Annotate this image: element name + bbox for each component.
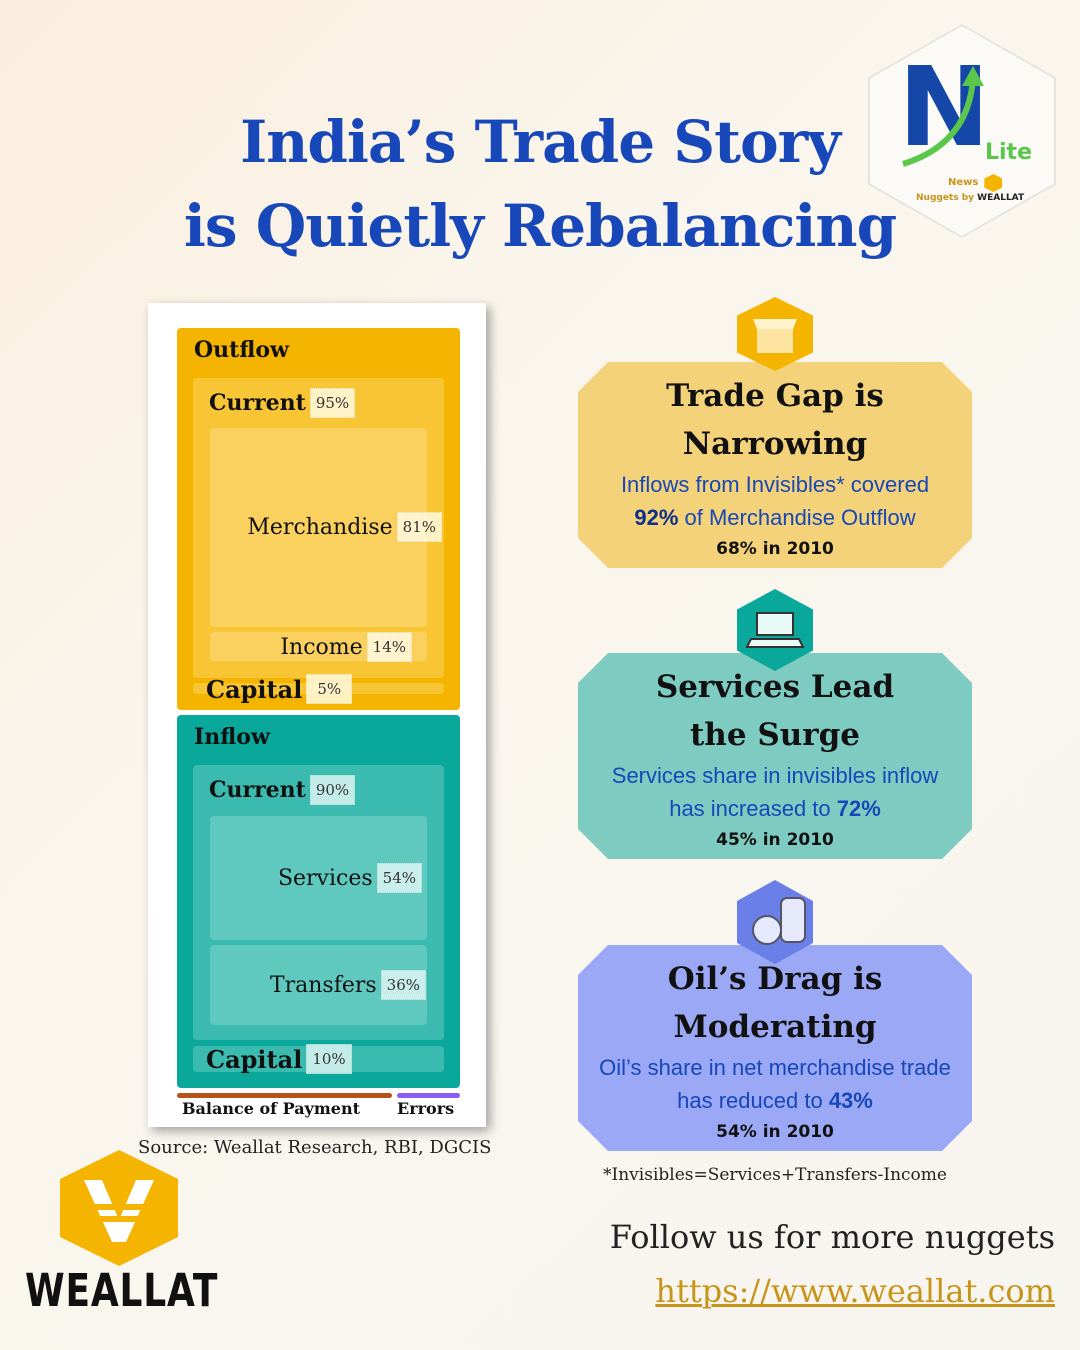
income-pct: 14% [366, 632, 412, 662]
source-note: Source: Weallat Research, RBI, DGCIS [138, 1137, 492, 1158]
services-label: Services [277, 865, 373, 891]
follow-text: Follow us for more nuggets [609, 1218, 1055, 1256]
weallat-mini-icon [984, 174, 1003, 192]
merchandise-label: Merchandise [247, 514, 393, 540]
card-text: Services share in invisibles inflow [611, 763, 939, 788]
bop-label: Balance of Payment [182, 1099, 360, 1118]
card-title: Trade Gap is [666, 378, 884, 414]
card-title: Narrowing [682, 426, 868, 462]
badge-tagline: News Nuggets by WEALLAT [916, 174, 1026, 204]
inflow-capital-pct: 10% [306, 1044, 352, 1074]
website-link[interactable]: https://www.weallat.com [655, 1272, 1055, 1310]
badge-brand: WEALLAT [977, 193, 1025, 203]
card-text: Inflows from Invisibles* covered [620, 472, 930, 497]
inflow-current-pct: 90% [309, 775, 356, 805]
card-services-content: Services Lead the Surge Services share in… [568, 653, 982, 850]
weallat-logo-icon [60, 1150, 178, 1266]
card-title: the Surge [689, 717, 861, 753]
merchandise-block [210, 428, 427, 627]
card-highlight: 72% [836, 796, 881, 821]
card-trade-gap-content: Trade Gap is Narrowing Inflows from Invis… [568, 362, 982, 559]
card-text: has increased to [669, 796, 837, 821]
outflow-capital-label: Capital [206, 674, 303, 704]
merchandise-pct: 81% [396, 512, 442, 542]
inflow-capital-label: Capital [206, 1044, 303, 1074]
transfers-pct: 36% [380, 970, 426, 1000]
badge-news: News [948, 177, 979, 188]
card-text: of Merchandise Outflow [678, 505, 916, 530]
outflow-current-pct: 95% [309, 388, 356, 418]
transfers-label: Transfers [269, 972, 377, 998]
bop-bar [177, 1093, 392, 1098]
card-oil [578, 945, 972, 1151]
weallat-logo-text: WEALLAT [25, 1264, 219, 1317]
outflow-current-label: Current [209, 390, 306, 416]
oil-barrel-icon [737, 880, 813, 964]
card-year: 68% in 2010 [716, 539, 834, 559]
box-icon [737, 297, 813, 371]
invisibles-footnote: *Invisibles=Services+Transfers-Income [603, 1165, 947, 1185]
outflow-label: Outflow [194, 337, 289, 363]
card-title: Services Lead [655, 669, 895, 705]
errors-label: Errors [397, 1099, 455, 1118]
laptop-icon [737, 589, 813, 671]
title-line-1: India’s Trade Story [240, 108, 841, 176]
card-year: 45% in 2010 [716, 830, 834, 850]
card-year: 54% in 2010 [716, 1122, 834, 1142]
card-trade-gap [578, 362, 972, 568]
services-pct: 54% [376, 863, 422, 893]
income-label: Income [280, 634, 363, 660]
card-text: Oil’s share in net merchandise trade [599, 1055, 951, 1080]
card-title: Oil’s Drag is [667, 961, 883, 997]
inflow-label: Inflow [194, 724, 270, 750]
growth-arrow-icon [902, 66, 984, 167]
badge-lite: Lite [985, 140, 1032, 165]
card-highlight: 92% [634, 505, 679, 530]
inflow-current-label: Current [209, 777, 306, 803]
card-services [578, 653, 972, 859]
errors-bar [397, 1093, 460, 1098]
card-text: has reduced to [677, 1088, 829, 1113]
title-line-2: is Quietly Rebalancing [183, 192, 897, 260]
card-title: Moderating [673, 1009, 877, 1045]
card-oil-content: Oil’s Drag is Moderating Oil’s share in n… [568, 945, 982, 1142]
card-highlight: 43% [828, 1088, 873, 1113]
badge-nuggets-by: Nuggets by [916, 193, 975, 203]
outflow-capital-pct: 5% [306, 674, 353, 704]
